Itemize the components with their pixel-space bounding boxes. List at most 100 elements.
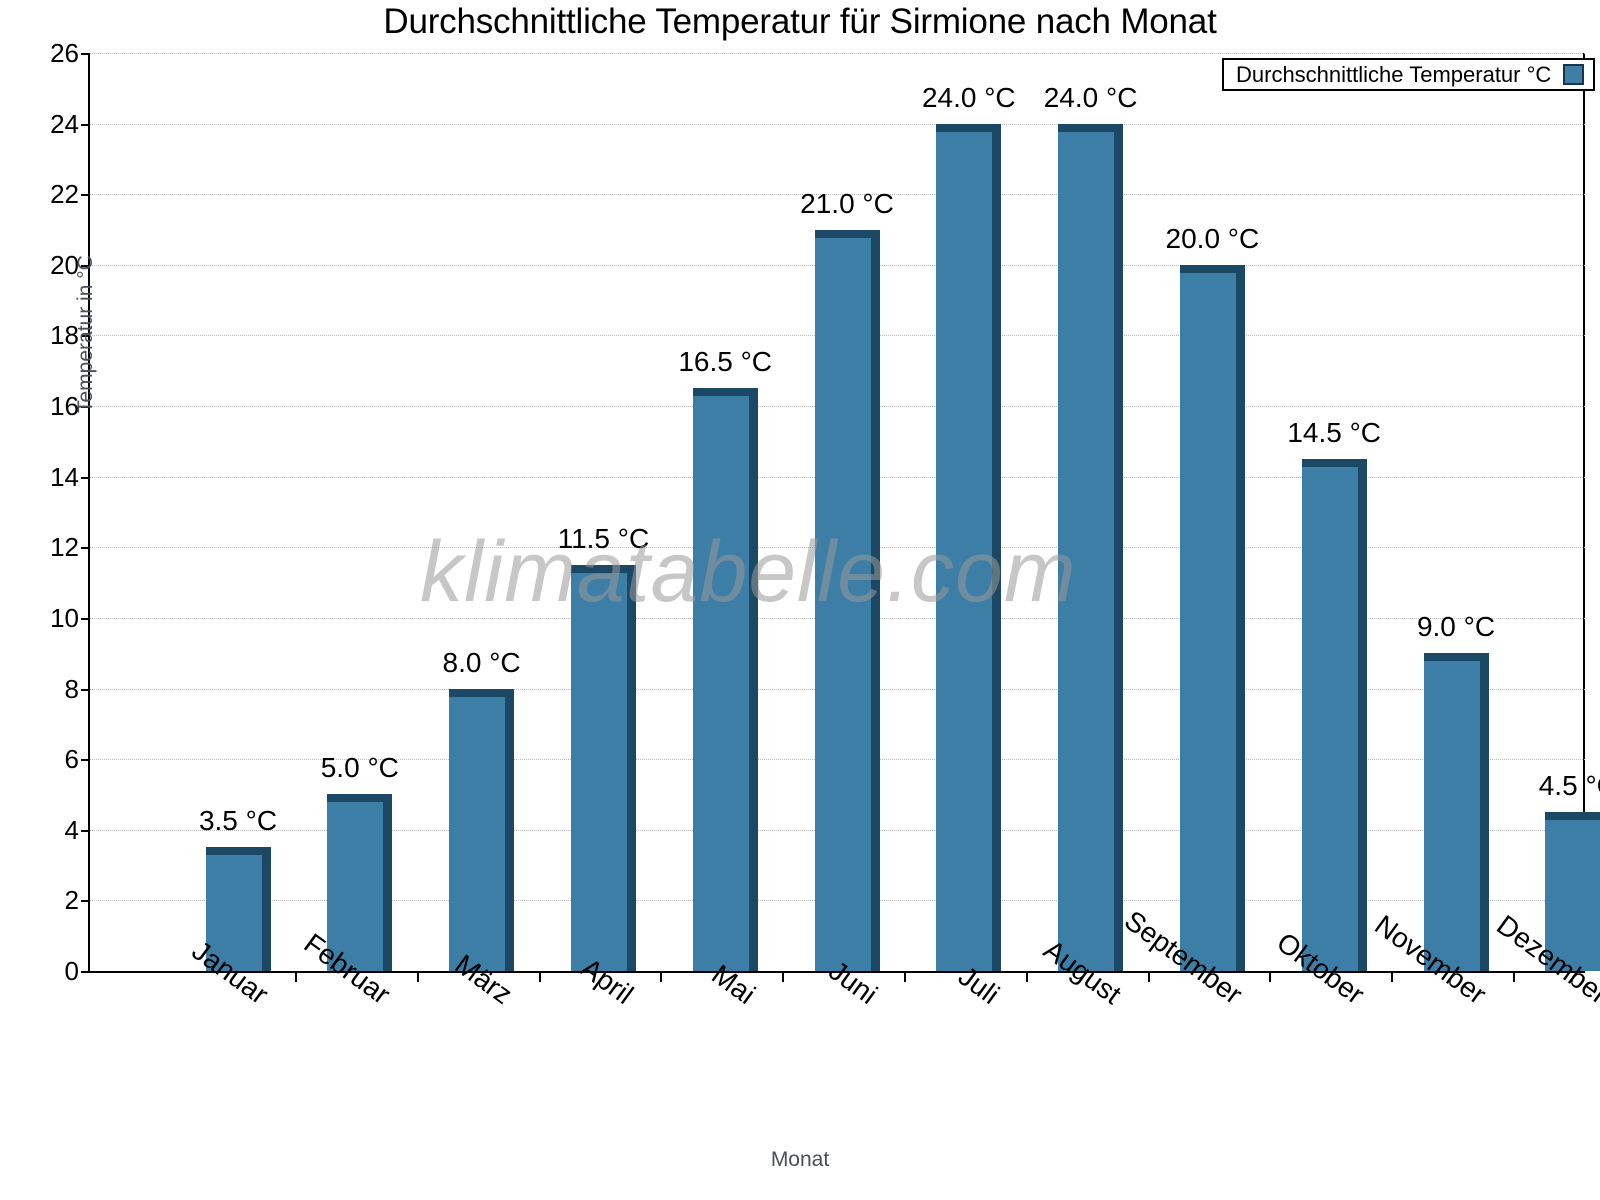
- x-tick-mark: [1269, 972, 1272, 982]
- bar[interactable]: [1058, 123, 1124, 971]
- y-tick-label: 26: [50, 38, 79, 68]
- y-tick-mark: [81, 123, 89, 126]
- gridline: [88, 53, 1585, 54]
- x-tick-mark: [1147, 972, 1150, 982]
- bar-shadow-top: [449, 688, 515, 697]
- bar-face: [205, 855, 262, 971]
- bar[interactable]: [449, 688, 515, 971]
- bar-shadow-top: [1058, 123, 1124, 132]
- y-tick-label: 16: [50, 391, 79, 422]
- y-axis-spine: [88, 53, 90, 973]
- bar-shadow-top: [814, 229, 880, 238]
- legend[interactable]: Durchschnittliche Temperatur °C: [1222, 58, 1596, 91]
- y-tick-mark: [81, 759, 89, 762]
- x-tick-mark: [1391, 972, 1394, 982]
- bar-value-label: 21.0 °C: [800, 187, 894, 219]
- bar[interactable]: [692, 388, 758, 971]
- x-tick-mark: [660, 972, 663, 982]
- bar[interactable]: [814, 229, 880, 971]
- x-tick-mark: [1512, 972, 1515, 982]
- bar-value-label: 11.5 °C: [557, 522, 650, 554]
- bar-shadow-side: [748, 388, 758, 971]
- bar[interactable]: [327, 794, 393, 971]
- y-tick-label: 0: [64, 956, 79, 986]
- bar-shadow-side: [626, 564, 636, 971]
- gridline: [88, 194, 1585, 196]
- bar-face: [1423, 661, 1480, 971]
- bar-shadow-top: [1545, 812, 1600, 821]
- y-tick-mark: [81, 971, 89, 973]
- bar[interactable]: [1545, 812, 1600, 971]
- bar-value-label: 9.0 °C: [1416, 611, 1496, 643]
- bar-shadow-side: [1357, 459, 1367, 971]
- x-tick-mark: [782, 972, 785, 982]
- y-tick-mark: [81, 688, 89, 691]
- bar-shadow-top: [936, 123, 1002, 132]
- y-tick-label: 22: [50, 179, 79, 210]
- bar-shadow-top: [1423, 653, 1489, 662]
- bar-face: [449, 696, 506, 971]
- y-tick-label: 2: [64, 885, 79, 916]
- y-tick-mark: [81, 547, 89, 550]
- bar-face: [1301, 467, 1358, 971]
- bar[interactable]: [1179, 264, 1245, 971]
- y-tick-label: 4: [64, 814, 79, 845]
- y-tick-label: 8: [64, 673, 79, 704]
- y-tick-mark: [81, 194, 89, 197]
- bar-shadow-top: [205, 847, 271, 856]
- y-tick-mark: [81, 264, 89, 267]
- y-tick-label: 24: [50, 108, 79, 139]
- x-axis-spine: [88, 971, 1585, 973]
- bar-shadow-side: [261, 847, 271, 971]
- bar[interactable]: [205, 847, 271, 971]
- bar-value-label: 5.0 °C: [320, 752, 399, 784]
- y-tick-mark: [81, 53, 89, 55]
- y-tick-mark: [81, 335, 89, 338]
- bar[interactable]: [1301, 459, 1367, 971]
- bar-value-label: 3.5 °C: [198, 805, 278, 837]
- bar[interactable]: [936, 123, 1002, 971]
- y-tick-label: 18: [50, 320, 79, 351]
- bar-shadow-top: [692, 388, 758, 397]
- bar[interactable]: [570, 564, 636, 971]
- gridline: [88, 123, 1585, 125]
- x-tick-mark: [294, 972, 297, 982]
- x-axis-title: Monat: [770, 1148, 830, 1171]
- bar-shadow-side: [1235, 264, 1245, 971]
- x-tick-mark: [416, 972, 419, 982]
- bar-face: [814, 237, 871, 971]
- legend-label: Durchschnittliche Temperatur °C: [1236, 61, 1552, 87]
- y-tick-label: 10: [50, 602, 79, 633]
- bar-shadow-side: [383, 794, 393, 971]
- y-tick-label: 20: [50, 249, 79, 280]
- y-tick-label: 12: [50, 532, 79, 563]
- y-tick-mark: [81, 900, 89, 903]
- x-tick-mark: [903, 972, 906, 982]
- bar[interactable]: [1423, 653, 1489, 971]
- bar-value-label: 14.5 °C: [1287, 417, 1382, 449]
- bar-shadow-top: [1179, 264, 1245, 273]
- bar-face: [936, 131, 993, 971]
- bar-shadow-top: [327, 794, 393, 803]
- y-tick-mark: [81, 617, 89, 620]
- bar-face: [1179, 272, 1236, 971]
- bar-value-label: 16.5 °C: [678, 346, 773, 378]
- bar-shadow-top: [1301, 459, 1367, 468]
- bar-shadow-side: [870, 229, 880, 971]
- bar-face: [570, 572, 627, 971]
- y-tick-label: 14: [50, 461, 79, 492]
- plot-area: 0 2 4 6 8 10 12 14 16 18 20 22 24 26 Temperatur in °C: [50, 40, 1600, 984]
- bar-shadow-side: [992, 123, 1002, 971]
- bar-face: [1058, 131, 1115, 971]
- bar-value-label: 24.0 °C: [921, 81, 1016, 113]
- y-tick-label: 6: [64, 744, 79, 775]
- bar-face: [692, 396, 749, 971]
- chart-title: Durchschnittliche Temperatur für Sirmion…: [383, 2, 1217, 41]
- bar-shadow-side: [505, 688, 515, 971]
- x-tick-mark: [538, 972, 541, 982]
- bar-shadow-side: [1114, 123, 1124, 971]
- bar-value-label: 24.0 °C: [1043, 81, 1138, 113]
- bar-face: [327, 802, 384, 971]
- bar-value-label: 4.5 °C: [1538, 770, 1600, 802]
- right-spine: [1583, 53, 1585, 973]
